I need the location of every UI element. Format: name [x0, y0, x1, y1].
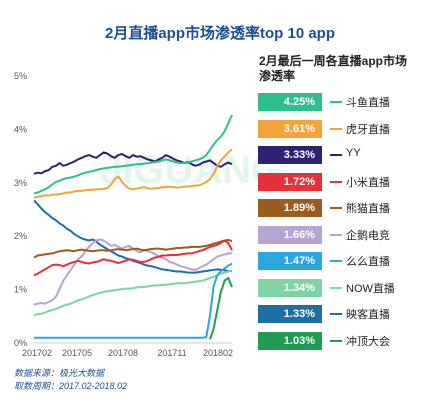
- legend-line-swatch: [330, 260, 342, 262]
- legend-value-badge: 1.47%: [258, 252, 322, 270]
- legend-value-badge: 1.33%: [258, 305, 322, 323]
- data-period-note: 取数周期：2017.02-2018.02: [14, 381, 128, 391]
- legend-value-badge: 1.34%: [258, 278, 322, 297]
- legend-title: 2月最后一周各直播app市场渗透率: [259, 54, 408, 83]
- legend-item: 1.34% NOW直播: [258, 278, 438, 305]
- legend-series-name: 企鹅电竞: [346, 229, 390, 242]
- legend-series-name: NOW直播: [346, 282, 395, 295]
- x-tick-label: 201711: [157, 348, 186, 358]
- legend-line-swatch: [330, 339, 342, 342]
- legend-value-badge: 1.66%: [258, 225, 322, 244]
- series-line-斗鱼直播: [33, 114, 233, 195]
- legend-line-swatch: [330, 233, 342, 236]
- legend-line-swatch: [330, 286, 342, 289]
- series-line-NOW直播: [33, 269, 233, 317]
- legend-item: 4.25% 斗鱼直播: [258, 92, 438, 119]
- y-tick-label: 2%: [14, 231, 27, 241]
- legend-line-swatch: [330, 101, 342, 103]
- y-tick-label: 1%: [14, 285, 27, 295]
- legend-item: 1.33% 映客直播: [258, 304, 438, 331]
- data-source-note: 数据来源：极光大数据: [14, 368, 105, 378]
- x-tick-label: 201705: [62, 348, 92, 358]
- legend-series-name: 冲顶大会: [346, 335, 390, 348]
- legend: 4.25% 斗鱼直播 3.61% 虎牙直播 3.33% YY 1.72% 小米直播 1.89% 熊…: [258, 92, 438, 357]
- legend-series-name: 虎牙直播: [346, 123, 390, 136]
- legend-item: 3.61% 虎牙直播: [258, 119, 438, 146]
- legend-series-name: 斗鱼直播: [346, 97, 390, 109]
- legend-value-badge: 1.89%: [258, 199, 322, 217]
- legend-value-badge: 3.61%: [258, 119, 322, 138]
- series-line-么么直播: [34, 262, 233, 339]
- series-line-YY: [33, 151, 233, 175]
- legend-item: 1.03% 冲顶大会: [258, 331, 438, 358]
- legend-series-name: 么么直播: [346, 256, 390, 268]
- legend-line-swatch: [330, 127, 342, 130]
- y-tick-label: 3%: [14, 178, 27, 188]
- series-line-冲顶大会: [209, 276, 233, 340]
- series-line-熊猫直播: [33, 239, 233, 259]
- legend-item: 1.89% 熊猫直播: [258, 198, 438, 225]
- series-line-小米直播: [33, 239, 233, 277]
- legend-value-badge: 1.03%: [258, 331, 322, 350]
- legend-item: 1.72% 小米直播: [258, 172, 438, 199]
- series-line-虎牙直播: [33, 148, 233, 199]
- legend-value-badge: 1.72%: [258, 172, 322, 191]
- legend-line-swatch: [330, 207, 342, 209]
- legend-line-swatch: [330, 180, 342, 183]
- legend-series-name: 熊猫直播: [346, 203, 390, 215]
- series-line-映客直播: [33, 199, 232, 274]
- legend-line-swatch: [330, 313, 342, 315]
- legend-series-name: YY: [346, 147, 361, 159]
- x-tick-label: 201702: [22, 348, 52, 358]
- watermark-text: JIGUANG: [100, 148, 282, 192]
- legend-value-badge: 4.25%: [258, 93, 322, 111]
- y-tick-label: 0%: [14, 338, 27, 348]
- legend-line-swatch: [330, 154, 342, 156]
- legend-item: 1.47% 么么直播: [258, 251, 438, 278]
- x-tick-label: 201802: [203, 348, 233, 358]
- legend-item: 1.66% 企鹅电竞: [258, 225, 438, 252]
- x-tick-label: 201708: [108, 348, 138, 358]
- y-tick-label: 4%: [14, 124, 27, 134]
- chart-title: 2月直播app市场渗透率top 10 app: [104, 25, 336, 42]
- legend-series-name: 小米直播: [346, 176, 390, 189]
- legend-value-badge: 3.33%: [258, 146, 322, 164]
- legend-series-name: 映客直播: [346, 309, 390, 321]
- legend-item: 3.33% YY: [258, 145, 438, 172]
- y-tick-label: 5%: [14, 71, 27, 81]
